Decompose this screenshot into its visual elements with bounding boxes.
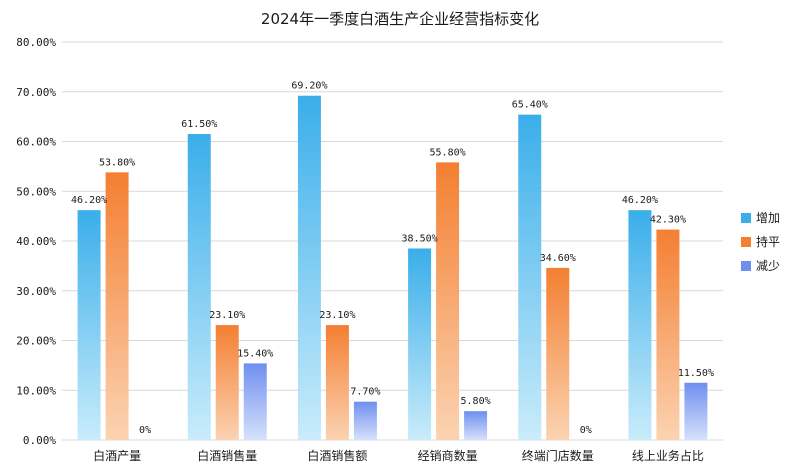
data-label: 23.10% [319,310,355,321]
data-label: 15.40% [237,348,273,359]
x-axis-categories: 白酒产量 白酒销售量 白酒销售额 经销商数量 终端门店数量 线上业务占比 [93,448,704,463]
bar-decrease [464,411,488,440]
data-label: 0% [580,425,592,436]
data-label: 46.20% [71,195,107,206]
legend-swatch [741,237,751,247]
y-axis-ticks: 0.00% 10.00% 20.00% 30.00% 40.00% 50.00% 60.00… [16,36,56,447]
bar-flat [325,325,349,440]
y-tick-label: 60.00% [16,136,56,149]
bar-flat [215,325,239,440]
y-tick-label: 0.00% [23,434,56,447]
y-tick-label: 10.00% [16,384,56,397]
data-label: 11.50% [678,368,714,379]
category-label: 线上业务占比 [632,448,704,463]
bars [77,95,708,440]
data-label: 5.80% [461,396,491,407]
legend-label: 持平 [756,234,780,249]
category-label: 经销商数量 [418,448,478,463]
bar-increase [77,210,101,440]
gridlines [62,41,723,441]
chart-title: 2024年一季度白酒生产企业经营指标变化 [261,10,539,28]
y-tick-label: 20.00% [16,335,56,348]
y-tick-label: 80.00% [16,36,56,49]
data-label: 46.20% [622,195,658,206]
data-label: 23.10% [209,310,245,321]
category-label: 白酒销售量 [197,448,257,463]
bar-increase [628,210,652,440]
data-label: 65.40% [512,100,548,111]
y-tick-label: 70.00% [16,86,56,99]
y-tick-label: 30.00% [16,285,56,298]
bar-decrease [243,363,267,440]
data-labels: 46.20% 53.80% 0% 61.50% 23.10% 15.40% 69.20% 23… [71,81,714,436]
bar-flat [656,229,680,440]
data-label: 61.50% [181,119,217,130]
bar-flat [546,267,570,440]
bar-increase [518,114,542,440]
bar-decrease [684,382,708,440]
y-tick-label: 50.00% [16,185,56,198]
bar-decrease [353,401,377,440]
bar-flat [105,172,129,440]
category-label: 白酒销售额 [307,448,367,463]
y-tick-label: 40.00% [16,235,56,248]
data-label: 34.60% [540,253,576,264]
category-label: 终端门店数量 [522,448,594,463]
data-label: 53.80% [99,157,135,168]
data-label: 42.30% [650,215,686,226]
bar-increase [408,248,432,440]
data-label: 0% [139,425,151,436]
data-label: 38.50% [402,233,438,244]
data-label: 7.70% [350,387,380,398]
legend-swatch [741,261,751,271]
legend-label: 增加 [756,211,780,225]
bar-increase [187,134,211,440]
data-label: 55.80% [430,147,466,158]
bar-flat [436,162,460,440]
category-label: 白酒产量 [93,448,141,463]
legend-label: 减少 [756,259,780,273]
bar-increase [297,95,321,440]
data-label: 69.20% [291,81,327,92]
legend-swatch [741,213,751,223]
